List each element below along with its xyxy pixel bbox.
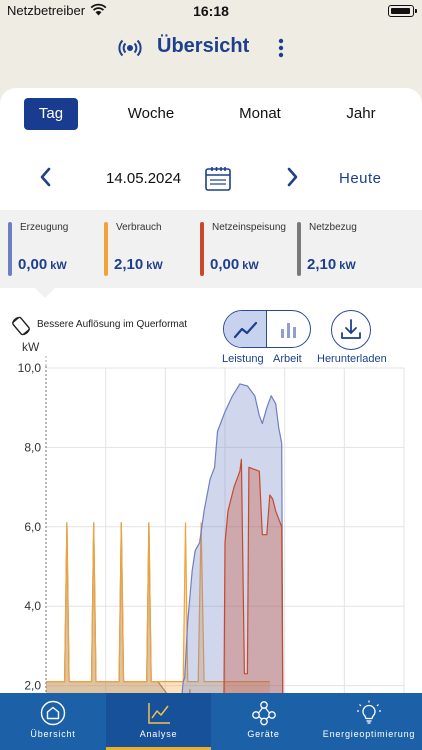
analysis-card: Tag Woche Monat Jahr 14.05.2024 Heute — [0, 88, 422, 750]
battery-icon — [388, 5, 417, 17]
bottom-navigation: Übersicht Analyse Geräte — [0, 693, 422, 750]
stat-label: Netzeinspeisung — [212, 222, 286, 233]
series-line — [46, 522, 270, 683]
tab-week[interactable]: Woche — [127, 105, 175, 122]
rotate-screen-icon — [10, 315, 32, 342]
y-tick-label: 10,0 — [18, 361, 42, 375]
next-day-button[interactable] — [284, 166, 300, 193]
nav-label: Analyse — [139, 729, 178, 739]
stat-value: 0,00 kW — [18, 256, 67, 273]
y-axis-unit: kW — [22, 340, 40, 354]
summary-stats: Erzeugung 0,00 kW Verbrauch 2,10 kW Netzei… — [0, 210, 422, 288]
stat-label: Verbrauch — [116, 222, 162, 233]
nav-label: Geräte — [247, 729, 280, 739]
y-tick-label: 4,0 — [24, 599, 41, 613]
nav-overview[interactable]: Übersicht — [0, 693, 106, 750]
series-line — [223, 458, 284, 693]
tab-month[interactable]: Monat — [239, 105, 281, 122]
power-mode-button[interactable] — [224, 311, 267, 347]
y-tick-label: 6,0 — [24, 520, 41, 534]
tab-day[interactable]: Tag — [24, 98, 78, 130]
download-icon — [341, 319, 361, 339]
purchase-color-bar — [297, 222, 301, 276]
tooltip-pointer — [34, 287, 56, 298]
network-nodes-icon — [251, 700, 277, 731]
landscape-hint: Bessere Auflösung im Querformat — [37, 319, 188, 330]
feed-in-color-bar — [200, 222, 204, 276]
page-title: Übersicht — [157, 35, 250, 57]
date-navigator: 14.05.2024 Heute — [0, 160, 422, 196]
consumption-color-bar — [104, 222, 108, 276]
generation-color-bar — [8, 222, 12, 276]
calendar-icon[interactable] — [204, 165, 232, 198]
download-button[interactable] — [331, 310, 371, 350]
selected-date: 14.05.2024 — [106, 170, 182, 187]
series-area — [46, 522, 270, 693]
app-header: Übersicht — [0, 24, 422, 88]
stat-value: 0,00 kW — [210, 256, 259, 273]
more-options-icon[interactable] — [273, 36, 289, 60]
power-mode-label[interactable]: Leistung — [222, 353, 264, 365]
radio-signal-icon[interactable] — [118, 36, 142, 65]
bar-chart-icon — [281, 323, 296, 338]
nav-analysis[interactable]: Analyse — [106, 693, 211, 750]
series-line — [181, 383, 284, 693]
energy-mode-label[interactable]: Arbeit — [273, 353, 302, 365]
energy-mode-button[interactable] — [267, 311, 310, 347]
stat-label: Netzbezug — [309, 222, 357, 233]
stat-value: 2,10 kW — [307, 256, 356, 273]
home-icon — [40, 700, 66, 731]
nav-energy-optimization[interactable]: Energieoptimierung — [316, 693, 422, 750]
today-button[interactable]: Heute — [339, 170, 382, 187]
stat-label: Erzeugung — [20, 222, 69, 233]
stat-value: 2,10 kW — [114, 256, 163, 273]
y-tick-label: 2,0 — [24, 679, 41, 693]
clock: 16:18 — [193, 3, 229, 19]
nav-label: Übersicht — [30, 729, 76, 739]
series-area — [223, 459, 283, 693]
analysis-chart-icon — [146, 700, 172, 731]
download-label[interactable]: Herunterladen — [317, 353, 387, 365]
series-area — [182, 383, 283, 693]
power-chart: 10,0 8,0 6,0 4,0 2,0 — [18, 356, 405, 693]
nav-devices[interactable]: Geräte — [211, 693, 316, 750]
status-bar: Netzbetreiber 16:18 — [0, 0, 422, 24]
nav-label: Energieoptimierung — [322, 729, 416, 739]
y-tick-label: 8,0 — [24, 440, 41, 454]
chart-mode-toggle — [223, 310, 311, 348]
previous-day-button[interactable] — [38, 166, 54, 193]
lightbulb-icon — [356, 700, 382, 731]
tab-year[interactable]: Jahr — [346, 105, 376, 122]
carrier-name: Netzbetreiber — [7, 3, 86, 18]
period-tabs: Tag Woche Monat Jahr — [0, 98, 422, 130]
line-chart-icon — [233, 321, 258, 339]
wifi-icon — [90, 3, 107, 21]
